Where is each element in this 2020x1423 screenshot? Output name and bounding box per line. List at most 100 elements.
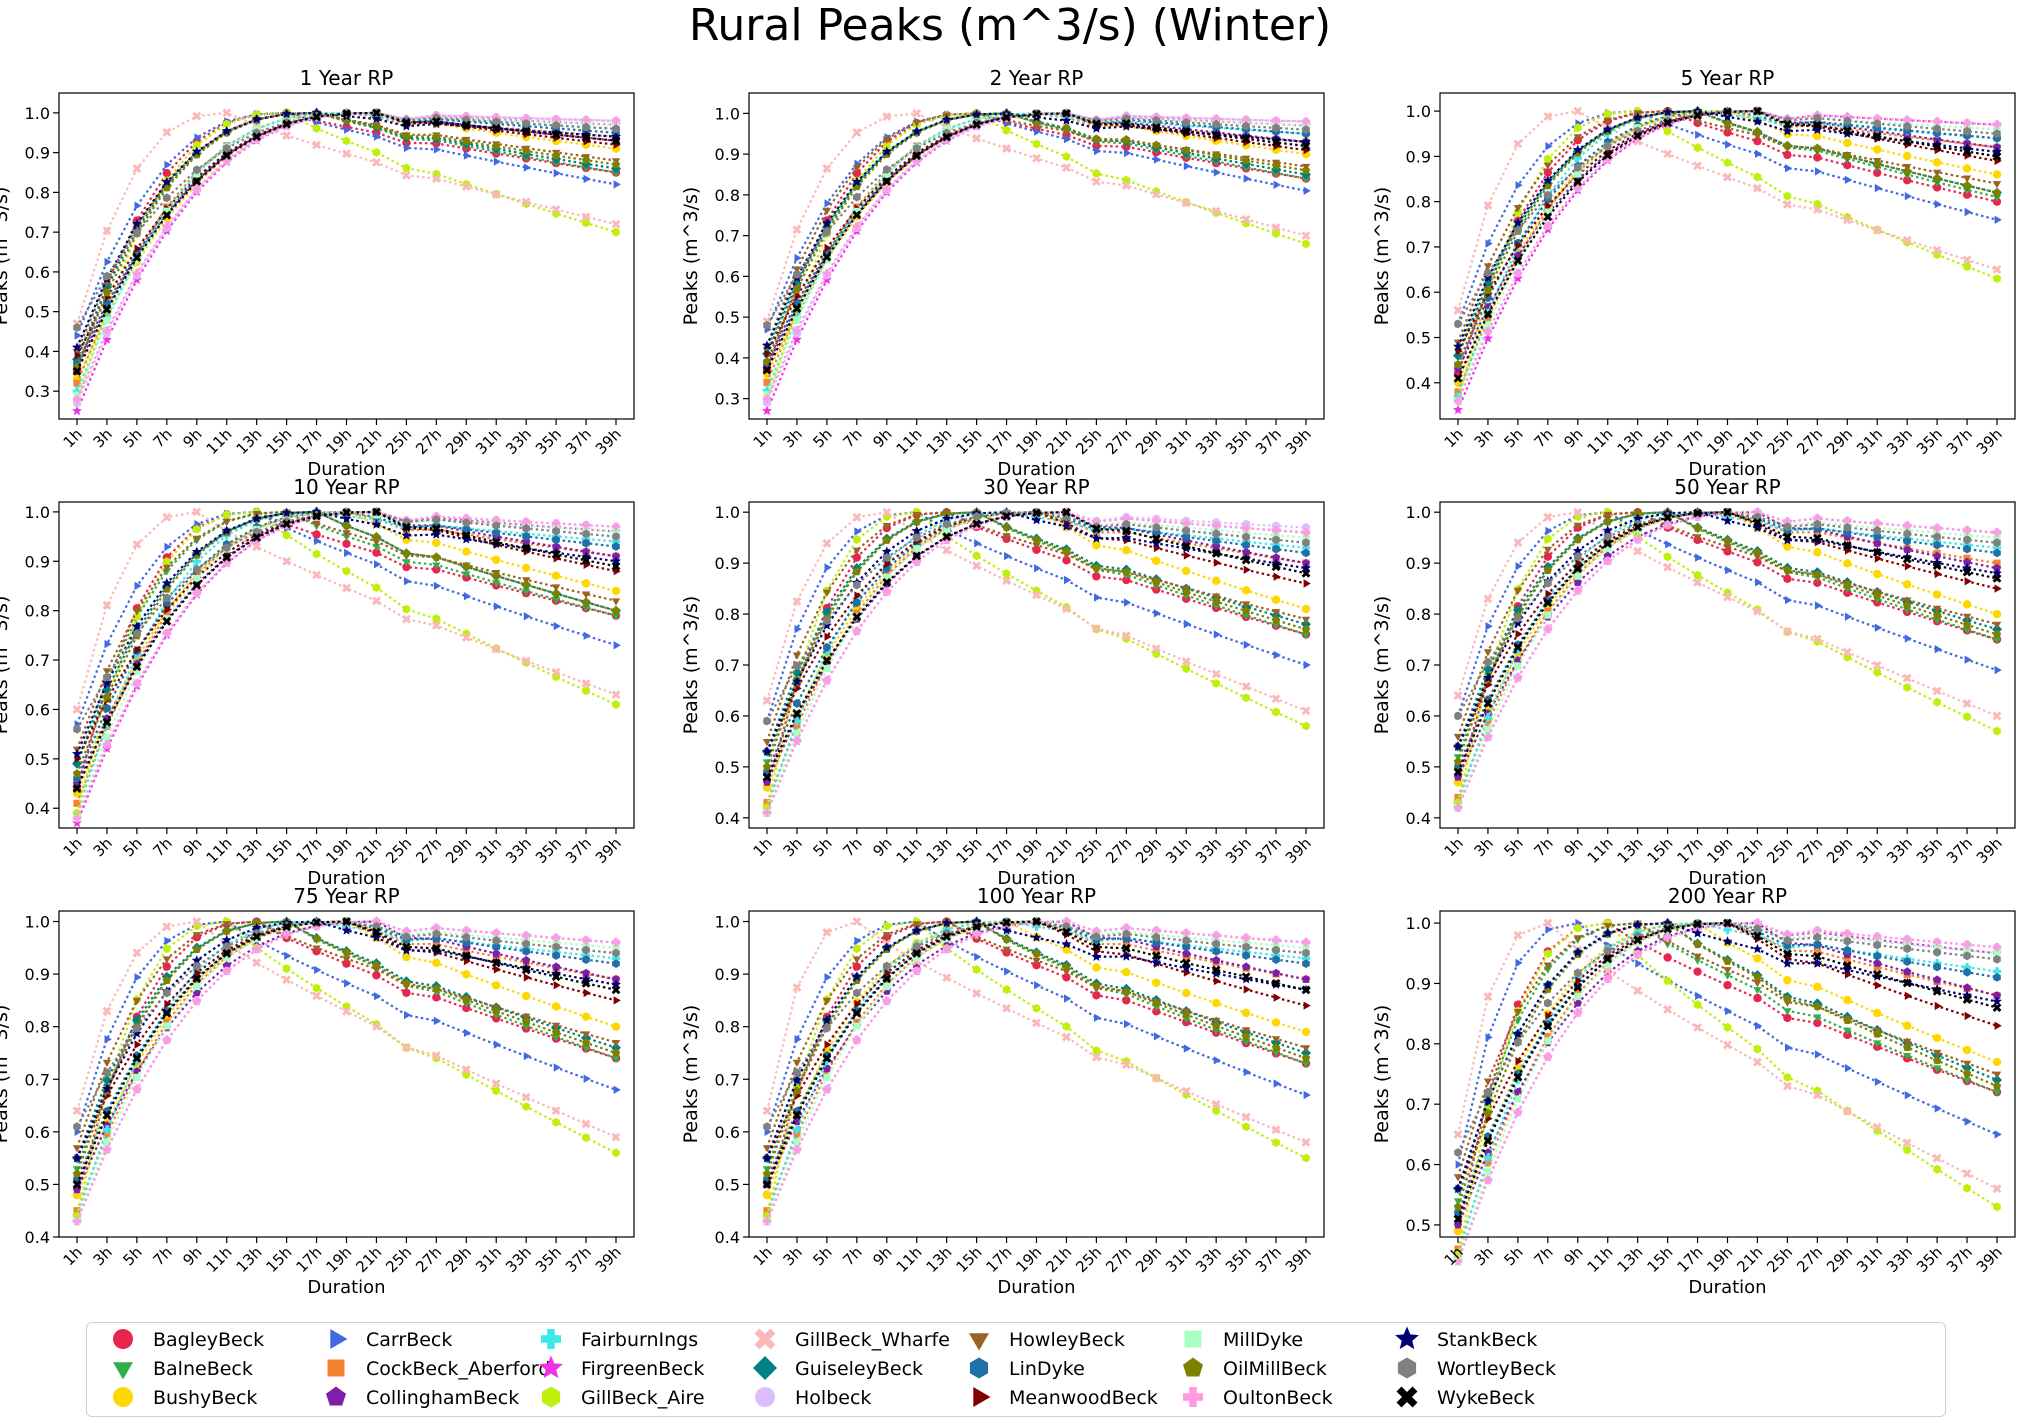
data-point xyxy=(372,121,381,130)
data-point xyxy=(404,577,412,586)
data-point xyxy=(613,641,621,650)
series-line xyxy=(75,510,617,824)
data-point xyxy=(1902,521,1912,531)
data-point xyxy=(1212,939,1220,949)
series-line xyxy=(75,111,617,352)
data-point-stroke xyxy=(1002,144,1011,153)
data-point-stroke xyxy=(1062,604,1071,614)
data-point xyxy=(252,932,262,942)
data-point xyxy=(1545,1011,1553,1020)
data-point xyxy=(1453,404,1463,415)
data-point xyxy=(102,717,112,727)
data-point xyxy=(1483,285,1493,294)
data-point xyxy=(164,542,172,552)
data-point-stroke xyxy=(1872,547,1882,557)
data-point-stroke xyxy=(1543,112,1553,121)
y-tick-label: 0.9 xyxy=(1406,147,1431,166)
data-point xyxy=(762,772,772,782)
data-point-stroke xyxy=(372,108,381,118)
data-point xyxy=(522,1013,531,1021)
data-point xyxy=(374,560,382,569)
data-point xyxy=(1663,938,1672,947)
y-tick-label: 1.0 xyxy=(1406,503,1431,522)
data-point xyxy=(1181,1086,1191,1096)
data-point xyxy=(1785,1043,1793,1052)
data-point xyxy=(1484,314,1492,322)
data-point xyxy=(792,676,802,686)
data-point xyxy=(462,932,471,942)
data-point xyxy=(1992,637,2002,645)
data-point xyxy=(1873,591,1882,599)
data-point xyxy=(102,668,112,676)
data-point-stroke xyxy=(132,948,142,958)
data-point xyxy=(342,948,351,956)
data-point xyxy=(792,736,802,745)
data-point xyxy=(102,740,112,749)
data-point xyxy=(1001,925,1012,935)
data-point-stroke xyxy=(401,170,411,180)
data-point-stroke xyxy=(1723,1040,1732,1050)
data-point xyxy=(762,1180,772,1189)
data-point xyxy=(432,929,441,939)
data-point xyxy=(1993,726,2001,736)
x-tick-label: 1h xyxy=(1441,834,1467,860)
data-point xyxy=(372,507,381,517)
x-tick-label: 25h xyxy=(1763,834,1796,867)
data-point-stroke xyxy=(1932,1153,1942,1163)
data-point xyxy=(1271,609,1281,617)
data-point xyxy=(492,981,501,990)
data-point xyxy=(1843,995,1852,1005)
data-point-stroke xyxy=(1181,541,1191,551)
data-point xyxy=(1273,1079,1281,1088)
x-tick-label: 25h xyxy=(1072,834,1105,867)
data-point xyxy=(133,667,141,675)
data-point xyxy=(1241,933,1251,943)
data-point xyxy=(193,165,201,175)
data-point xyxy=(1574,923,1582,933)
data-point-stroke xyxy=(1241,972,1251,982)
series-wykebeck xyxy=(1453,106,2002,383)
data-point xyxy=(522,146,531,155)
data-point xyxy=(1544,534,1552,544)
y-tick-label: 0.4 xyxy=(1406,809,1431,828)
data-point xyxy=(613,180,621,189)
y-tick-label: 0.4 xyxy=(715,1228,740,1247)
data-point-stroke xyxy=(102,1110,112,1120)
data-point-stroke xyxy=(342,583,351,593)
data-point-stroke xyxy=(792,1110,802,1120)
data-point xyxy=(852,626,862,636)
data-point xyxy=(764,349,772,358)
data-point-stroke xyxy=(1241,134,1251,144)
data-point xyxy=(1572,144,1583,155)
data-point xyxy=(192,974,202,983)
data-point-stroke xyxy=(972,561,982,571)
subplot-5-year-rp: 5 Year RP0.40.50.60.70.80.91.01h 3h 5h 7h 9h… xyxy=(1371,66,2016,480)
data-point xyxy=(1992,609,2002,619)
data-point xyxy=(402,927,411,936)
data-point xyxy=(162,1035,172,1045)
data-point-stroke xyxy=(852,917,862,926)
data-point xyxy=(102,1006,112,1016)
data-point xyxy=(792,1086,802,1095)
data-point xyxy=(162,616,172,626)
data-point xyxy=(1513,1087,1523,1096)
data-point xyxy=(431,117,441,126)
data-point-stroke xyxy=(1932,561,1942,571)
data-point xyxy=(611,954,621,963)
data-point xyxy=(1271,595,1281,604)
data-point xyxy=(1182,526,1190,536)
data-point xyxy=(1575,976,1583,985)
data-point-stroke xyxy=(102,304,112,314)
data-point-stroke xyxy=(1513,930,1523,940)
data-point xyxy=(161,176,172,187)
data-point xyxy=(1512,217,1523,227)
data-point-stroke xyxy=(1513,256,1523,266)
data-point-stroke xyxy=(1241,555,1251,565)
data-point xyxy=(1061,521,1072,531)
data-point xyxy=(1123,1019,1132,1029)
data-point xyxy=(551,1034,561,1042)
data-point xyxy=(1183,161,1192,171)
data-point xyxy=(1873,963,1881,971)
data-point xyxy=(1543,221,1553,230)
data-point-stroke xyxy=(102,717,112,727)
